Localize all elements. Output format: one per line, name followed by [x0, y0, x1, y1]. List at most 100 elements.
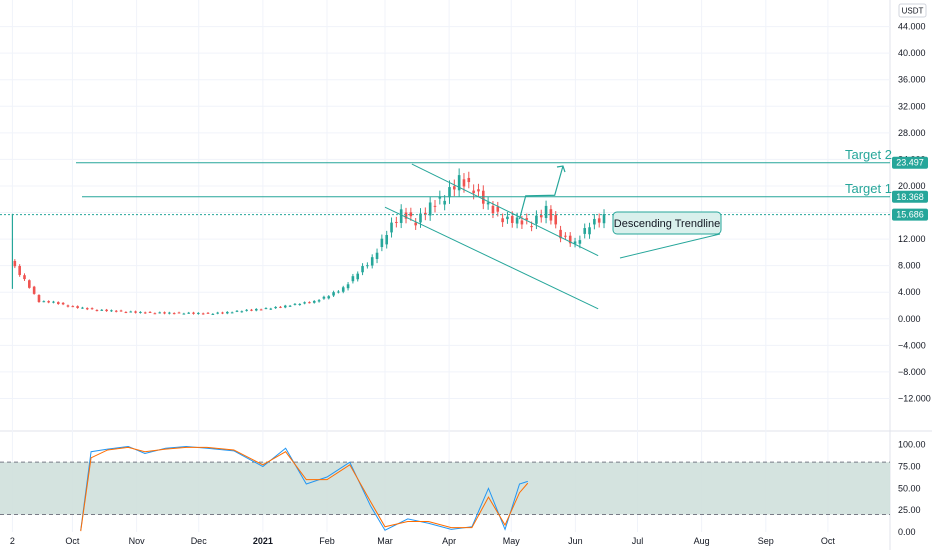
projection-arrowhead	[556, 165, 566, 173]
price-tick-label: 12.000	[898, 234, 926, 244]
candle-body	[230, 312, 234, 314]
candle-body	[100, 309, 104, 311]
candle-body	[76, 306, 79, 308]
candle-body	[134, 311, 137, 313]
candle-body	[240, 311, 244, 313]
price-tick-label: 4.000	[898, 287, 921, 297]
candle-body	[139, 311, 142, 313]
candle-body	[288, 305, 292, 307]
candle-body	[549, 209, 553, 221]
candle-body	[255, 308, 258, 311]
candle-body	[269, 308, 273, 310]
time-tick-label: Nov	[129, 536, 146, 546]
candle-body	[235, 310, 239, 312]
candle-body	[535, 215, 538, 224]
candle-body	[520, 220, 524, 225]
candle-body	[18, 266, 21, 275]
candle-body	[366, 265, 369, 267]
candle-body	[85, 308, 89, 310]
candle-body	[201, 313, 205, 315]
time-tick-label: Oct	[821, 536, 836, 546]
candle-body	[448, 187, 451, 198]
candle-body	[168, 312, 171, 314]
time-tick-label: Aug	[694, 536, 710, 546]
candle-body	[385, 235, 389, 245]
candle-body	[597, 218, 601, 223]
candle-body	[443, 200, 446, 205]
candle-body	[486, 202, 490, 205]
candle-body	[564, 235, 567, 237]
candle-body	[593, 218, 596, 225]
candle-body	[298, 303, 302, 305]
candle-body	[539, 214, 543, 218]
candle-body	[250, 309, 253, 311]
trendline-callout[interactable]: Descending Trendline	[612, 211, 722, 235]
level-price-badge	[892, 156, 928, 169]
candle-body	[293, 303, 297, 305]
candle-body	[409, 212, 413, 217]
time-tick-label: 2021	[253, 536, 273, 546]
candle-body	[390, 222, 393, 233]
candle-body	[467, 177, 471, 183]
trendline-callout-label: Descending Trendline	[614, 218, 720, 230]
candle-body	[438, 196, 442, 199]
stoch-tick-label: 0.00	[898, 527, 916, 537]
candle-body	[472, 190, 475, 194]
trend-channel-lower[interactable]	[384, 206, 599, 310]
projection-path[interactable]	[518, 165, 564, 220]
time-tick-label: Feb	[319, 536, 335, 546]
candle-body	[211, 313, 215, 315]
candle-body	[515, 217, 519, 224]
candle-body	[356, 273, 360, 280]
candle-body	[172, 313, 176, 315]
trend-channel-upper[interactable]	[411, 163, 599, 257]
candle-body	[37, 295, 41, 303]
candle-body	[95, 310, 99, 312]
candle-body	[47, 301, 50, 303]
candle-body	[370, 257, 374, 266]
candle-body	[303, 302, 306, 304]
candle-body	[13, 260, 17, 267]
price-tick-label: 20.000	[898, 181, 926, 191]
candle-body	[90, 308, 94, 310]
candle-body	[110, 310, 113, 312]
candle-body	[182, 313, 186, 315]
candle-body	[530, 226, 533, 228]
candle-body	[197, 312, 200, 314]
candle-body	[71, 306, 75, 308]
candle-body	[327, 296, 331, 299]
candle-body	[380, 238, 384, 248]
candle-body	[192, 312, 195, 314]
candle-body	[477, 189, 480, 192]
stoch-rsi-pane	[0, 445, 890, 532]
level-price-badge-label: 18.368	[896, 192, 924, 202]
time-axis[interactable]: 2 Oct Nov Dec 2021 Feb Mar Apr May Jun Jul Aug Sep Oc…	[10, 536, 835, 546]
currency-label-box[interactable]	[898, 3, 927, 18]
candle-body	[216, 312, 219, 314]
candle-body	[433, 205, 437, 207]
candle-body	[279, 306, 282, 308]
candle-body	[221, 312, 224, 314]
candle-body	[568, 235, 572, 244]
stoch-tick-label: 100.00	[898, 440, 926, 450]
candle-body	[462, 179, 466, 187]
candle-body	[554, 215, 558, 225]
price-tick-label: 36.000	[898, 75, 926, 85]
price-tick-label: −4.000	[898, 340, 926, 350]
price-tick-label: 8.000	[898, 261, 921, 271]
candle-body	[501, 218, 504, 223]
stoch-d-line	[80, 446, 529, 532]
candle-body	[23, 275, 26, 280]
candle-body	[264, 308, 268, 310]
candle-body	[52, 301, 55, 303]
candle-body	[428, 202, 432, 216]
price-tick-label: 44.000	[898, 22, 926, 32]
price-tick-label: 28.000	[898, 128, 926, 138]
candle-body	[114, 310, 118, 312]
target-1-label: Target 1	[845, 181, 892, 196]
price-tick-label: 40.000	[898, 48, 926, 58]
candle-body	[42, 301, 46, 303]
price-axis[interactable]: 44.00040.00036.00032.00028.00024.00020.0…	[892, 22, 931, 537]
candle-body	[61, 302, 65, 305]
